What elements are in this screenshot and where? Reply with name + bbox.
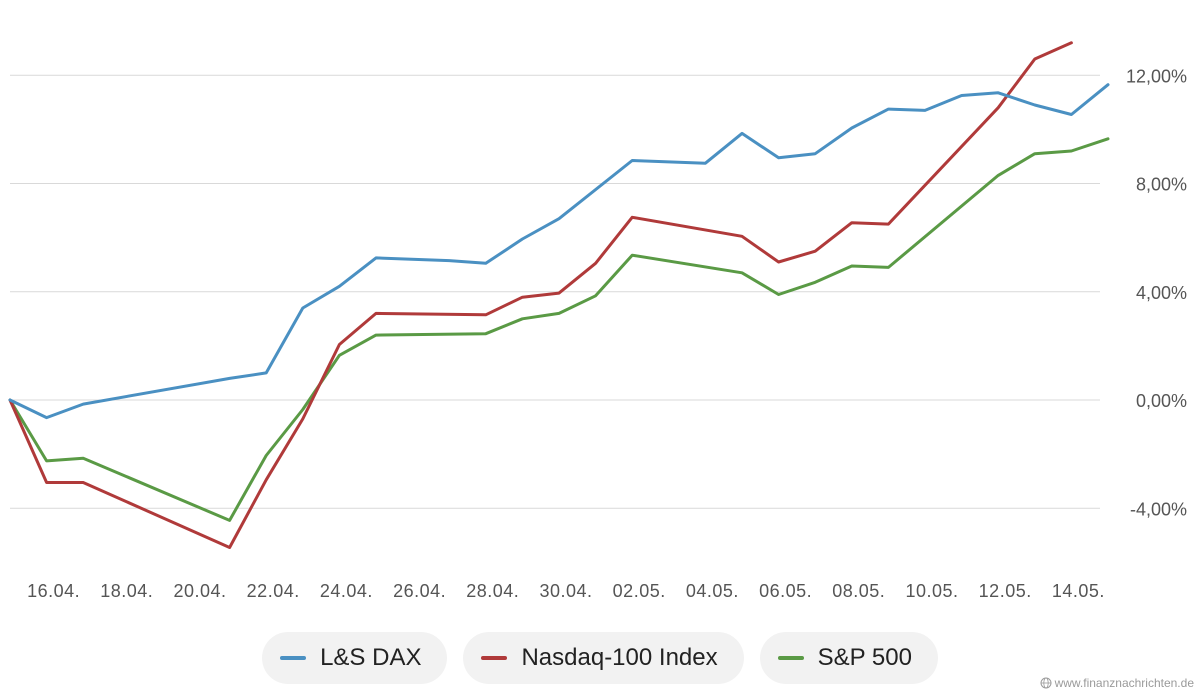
x-tick-label: 12.05. bbox=[979, 581, 1032, 601]
watermark-text: www.finanznachrichten.de bbox=[1054, 676, 1194, 690]
legend-label: L&S DAX bbox=[320, 644, 422, 671]
legend-swatch bbox=[481, 656, 508, 660]
y-tick-label: 12,00% bbox=[1126, 66, 1187, 86]
legend-item[interactable]: S&P 500 bbox=[759, 632, 938, 684]
x-tick-label: 26.04. bbox=[393, 581, 446, 601]
x-tick-label: 24.04. bbox=[320, 581, 373, 601]
x-tick-label: 10.05. bbox=[905, 581, 958, 601]
series-line bbox=[8, 83, 1110, 420]
y-tick-label: -4,00% bbox=[1130, 499, 1187, 519]
legend-label: Nasdaq-100 Index bbox=[521, 644, 718, 671]
x-tick-label: 30.04. bbox=[539, 581, 592, 601]
watermark: www.finanznachrichten.de bbox=[1040, 676, 1194, 690]
x-tick-label: 28.04. bbox=[466, 581, 519, 601]
x-tick-label: 18.04. bbox=[100, 581, 153, 601]
x-tick-label: 08.05. bbox=[832, 581, 885, 601]
x-tick-label: 20.04. bbox=[173, 581, 226, 601]
legend-swatch bbox=[777, 656, 804, 660]
legend-item[interactable]: L&S DAX bbox=[262, 632, 448, 684]
series-line bbox=[8, 41, 1073, 549]
x-tick-label: 06.05. bbox=[759, 581, 812, 601]
legend-swatch bbox=[280, 656, 307, 660]
legend: L&S DAX Nasdaq-100 Index S&P 500 bbox=[0, 632, 1200, 684]
x-tick-label: 22.04. bbox=[247, 581, 300, 601]
y-tick-label: 8,00% bbox=[1136, 175, 1187, 195]
x-tick-label: 04.05. bbox=[686, 581, 739, 601]
legend-item[interactable]: Nasdaq-100 Index bbox=[463, 632, 744, 684]
y-tick-label: 0,00% bbox=[1136, 391, 1187, 411]
legend-label: S&P 500 bbox=[817, 644, 912, 671]
series-line bbox=[8, 137, 1110, 522]
x-tick-label: 16.04. bbox=[27, 581, 80, 601]
x-tick-label: 02.05. bbox=[613, 581, 666, 601]
globe-icon bbox=[1040, 677, 1052, 689]
chart-area: 12,00% 8,00% 4,00% 0,00% -4,00% 16.04. 18.04. 2… bbox=[8, 41, 1187, 601]
line-chart: 12,00% 8,00% 4,00% 0,00% -4,00% 16.04. 18.04. 2… bbox=[8, 41, 1187, 601]
y-tick-label: 4,00% bbox=[1136, 283, 1187, 303]
x-tick-label: 14.05. bbox=[1052, 581, 1105, 601]
